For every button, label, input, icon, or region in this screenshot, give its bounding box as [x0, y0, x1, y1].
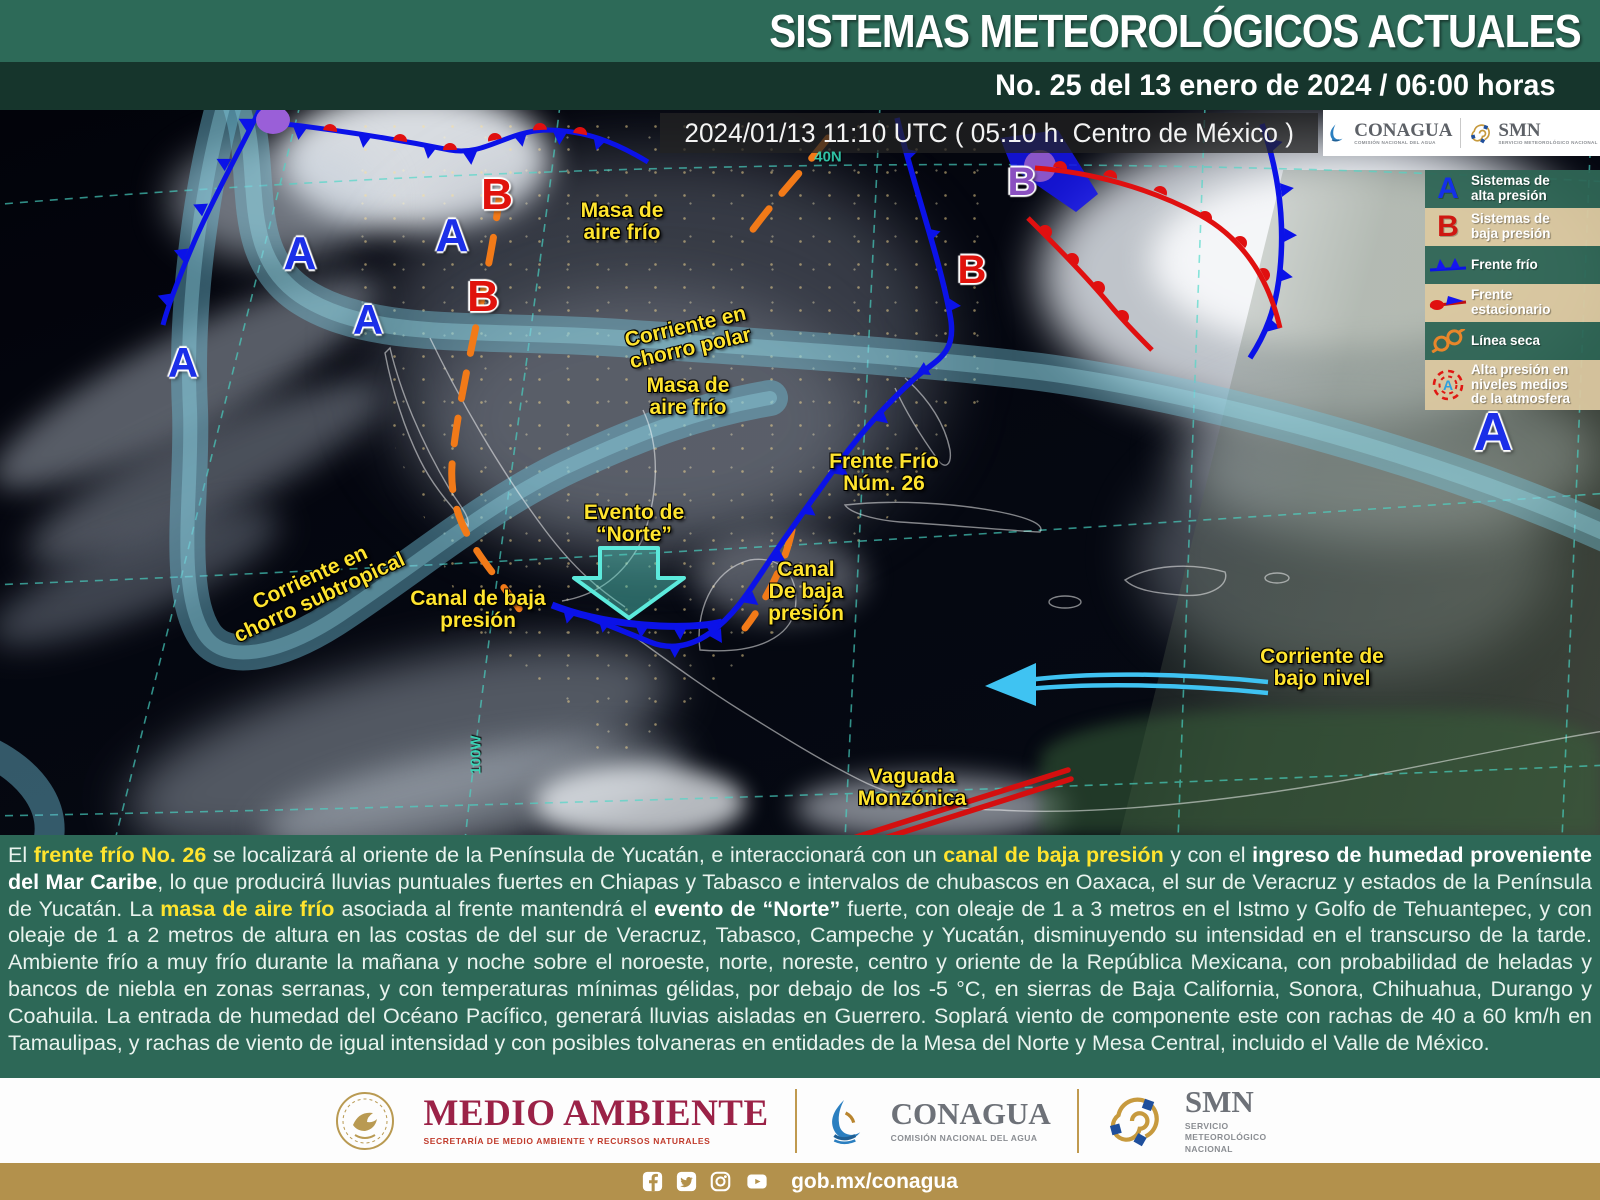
- map-annotation-label: Canal De baja presión: [768, 557, 844, 626]
- conagua-wordmark: CONAGUA: [1354, 119, 1453, 141]
- legend-label: Alta presión en niveles medios de la atm…: [1471, 362, 1571, 407]
- bulletin-segment: evento de “Norte”: [654, 896, 841, 921]
- coastlines: [384, 337, 1600, 812]
- map-annotation-label: Evento de “Norte”: [583, 500, 685, 546]
- subheader-bar: No. 25 del 13 enero de 2024 / 06:00 hora…: [0, 62, 1600, 110]
- graticule-label: 100W: [467, 735, 485, 775]
- bulletin-number: No. 25 del 13 enero de 2024 / 06:00 hora…: [995, 69, 1556, 102]
- twitter-icon[interactable]: [676, 1171, 697, 1192]
- page-title: SISTEMAS METEOROLÓGICOS ACTUALES: [769, 5, 1581, 57]
- low-pressure-marker: B: [467, 272, 499, 321]
- low-pressure-marker: B: [481, 170, 513, 219]
- bulletin-segment: asociada al frente mantendrá el: [334, 896, 655, 921]
- bulletin-segment: masa de aire frío: [160, 896, 335, 921]
- medio-ambiente-subtitle: SECRETARÍA DE MEDIO AMBIENTE Y RECURSOS …: [423, 1136, 711, 1146]
- gobmx-link[interactable]: gob.mx/conagua: [791, 1169, 958, 1193]
- bulletin-text: El frente frío No. 26 se localizará al o…: [8, 842, 1592, 1056]
- instagram-icon[interactable]: [710, 1171, 731, 1192]
- low-pressure-marker: B: [957, 248, 987, 292]
- conagua-drop-icon: [831, 1099, 860, 1144]
- map-annotation-label: Canal de baja presión: [410, 586, 546, 632]
- conagua-subtitle: COMISIÓN NACIONAL DEL AGUA: [1354, 139, 1436, 145]
- facebook-icon[interactable]: [642, 1171, 663, 1192]
- smn-subtitle: SERVICIO METEOROLÓGICO NACIONAL: [1184, 1121, 1267, 1154]
- cold-front-icon: [1429, 258, 1467, 272]
- footer-logos: MEDIO AMBIENTE SECRETARÍA DE MEDIO AMBIE…: [0, 1078, 1600, 1163]
- legend-item-dry-line: Línea seca: [1425, 322, 1600, 360]
- medio-ambiente-wordmark: MEDIO AMBIENTE: [423, 1093, 769, 1134]
- youtube-icon[interactable]: [744, 1171, 770, 1192]
- legend-label: Línea seca: [1471, 332, 1541, 348]
- low-pressure-letter-icon: B: [1437, 210, 1459, 243]
- cold-front-26-line: [586, 117, 961, 658]
- smn-subtitle: SERVICIO METEOROLÓGICO NACIONAL: [1498, 139, 1598, 145]
- low-level-current-arrow: [985, 663, 1269, 706]
- footer-separator: [1076, 1088, 1079, 1153]
- bulletin-segment: se localizará al oriente de la Península…: [206, 843, 944, 867]
- bulletin-segment: y con el: [1163, 843, 1253, 867]
- conagua-subtitle: COMISIÓN NACIONAL DEL AGUA: [890, 1133, 1038, 1143]
- bulletin-segment: canal de baja presión: [943, 843, 1164, 867]
- bulletin-panel: El frente frío No. 26 se localizará al o…: [0, 835, 1600, 1078]
- legend-item-high-pressure-letter: A Sistemas de alta presión: [1425, 170, 1600, 208]
- legend-item-cold-front: Frente frío: [1425, 246, 1600, 284]
- high-pressure-marker: A: [435, 209, 469, 261]
- stationary-front-line: [267, 119, 650, 165]
- graticule-label: 40N: [814, 148, 842, 166]
- satellite-timestamp-bar: 2024/01/13 11:10 UTC ( 05:10 h. Centro d…: [660, 113, 1318, 153]
- conagua-drop-icon: [1330, 123, 1343, 142]
- high-pressure-marker: A: [352, 296, 384, 343]
- footer-separator: [794, 1088, 797, 1153]
- occluded-area: [256, 110, 290, 134]
- smn-spiral-icon: [1471, 123, 1491, 143]
- map-annotation-label: Corriente de bajo nivel: [1260, 644, 1384, 690]
- dry-line-icon: [1431, 329, 1466, 353]
- monsoon-trough-lines: [853, 767, 1074, 835]
- legend-item-stationary-front: Frente estacionario: [1425, 284, 1600, 322]
- header-bar: SISTEMAS METEOROLÓGICOS ACTUALES: [0, 0, 1600, 62]
- high-pressure-marker: A: [167, 339, 199, 386]
- map-annotation-label: Vaguada Monzónica: [857, 764, 967, 810]
- map-annotation-label: Masa de aire frío: [646, 373, 730, 419]
- gobierno-eagle-seal-icon: [336, 1091, 395, 1150]
- bulletin-segment: fuerte, con oleaje de 1 a 3 metros en el…: [8, 896, 1593, 1055]
- high-pressure-marker: A: [283, 227, 317, 279]
- bulletin-segment: , lo que producirá lluvias puntuales fue…: [8, 869, 1592, 921]
- pacific-cold-front-line: [157, 110, 263, 326]
- norte-event-arrow: [572, 546, 686, 620]
- coastal-front-line: [550, 601, 723, 640]
- low-pressure-marker: B: [1007, 160, 1037, 204]
- map-logo-box: CONAGUA COMISIÓN NACIONAL DEL AGUA SMN S…: [1323, 110, 1600, 156]
- high-pressure-marker: A: [1473, 402, 1513, 462]
- mid-level-high-icon: A: [1432, 369, 1464, 401]
- legend-label: Sistemas de alta presión: [1471, 173, 1550, 203]
- bulletin-segment: frente frío No. 26: [33, 843, 207, 867]
- legend-label: Sistemas de baja presión: [1471, 211, 1551, 241]
- smn-spiral-icon: [1109, 1097, 1159, 1146]
- map-annotation-label: Frente Frío Núm. 26: [829, 449, 939, 495]
- svg-text:A: A: [1443, 377, 1453, 393]
- subtropical-jet-band: [0, 110, 788, 835]
- legend-item-mid-level-high: A Alta presión en niveles medios de la at…: [1425, 360, 1600, 410]
- stationary-front-icon: [1429, 296, 1467, 310]
- high-pressure-letter-icon: A: [1437, 172, 1459, 205]
- conagua-wordmark: CONAGUA: [890, 1096, 1051, 1131]
- smn-wordmark: SMN: [1498, 119, 1541, 141]
- logo-separator: [1460, 118, 1462, 148]
- map-annotation-label: Masa de aire frío: [580, 198, 664, 244]
- satellite-timestamp: 2024/01/13 11:10 UTC ( 05:10 h. Centro d…: [684, 117, 1294, 148]
- bulletin-segment: ingreso de humedad proveniente del Mar C…: [8, 843, 1592, 894]
- legend-label: Frente estacionario: [1471, 287, 1551, 317]
- smn-wordmark: SMN: [1184, 1084, 1254, 1120]
- weather-systems-overlay: [0, 110, 1600, 835]
- bulletin-segment: El: [8, 843, 34, 867]
- south-america-daylight: [1040, 710, 1600, 835]
- map-legend: A Sistemas de alta presión B Sistemas de ba…: [1425, 170, 1600, 410]
- warm-front-lines: [1026, 161, 1283, 352]
- social-bar: gob.mx/conagua: [0, 1163, 1600, 1200]
- legend-label: Frente frío: [1471, 256, 1538, 272]
- legend-item-low-pressure-letter: B Sistemas de baja presión: [1425, 208, 1600, 246]
- satellite-weather-map: 2024/01/13 11:10 UTC ( 05:10 h. Centro d…: [0, 110, 1600, 835]
